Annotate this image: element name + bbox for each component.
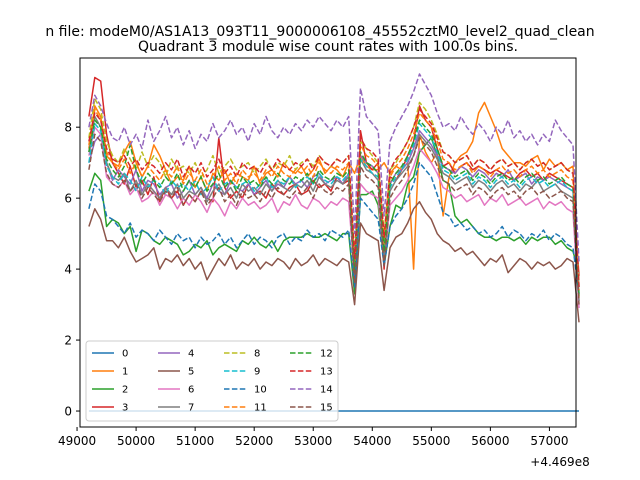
legend-label-1: 1 <box>122 367 128 378</box>
legend-label-9: 9 <box>254 367 260 378</box>
x-axis: 49000 50000 51000 52000 53000 54000 55000 56000… <box>58 427 569 448</box>
legend-label-14: 14 <box>320 385 333 396</box>
series-line-9 <box>88 122 580 294</box>
y-tick-label: 2 <box>64 334 72 348</box>
legend-label-15: 15 <box>320 403 333 414</box>
x-tick-label: 51000 <box>176 434 214 448</box>
series-line-2 <box>88 137 580 295</box>
legend-label-4: 4 <box>188 349 194 360</box>
legend-label-0: 0 <box>122 349 128 360</box>
x-tick-label: 57000 <box>530 434 568 448</box>
legend-label-8: 8 <box>254 349 260 360</box>
y-tick-label: 6 <box>64 192 72 206</box>
y-tick-label: 0 <box>64 405 72 419</box>
legend-label-2: 2 <box>122 385 128 396</box>
legend-label-3: 3 <box>122 403 128 414</box>
legend-label-12: 12 <box>320 349 333 360</box>
y-tick-label: 8 <box>64 121 72 135</box>
series-line-7 <box>88 115 580 302</box>
chart-title: Quadrant 3 module wise count rates with … <box>138 39 518 55</box>
x-tick-label: 50000 <box>117 434 155 448</box>
legend-label-13: 13 <box>320 367 333 378</box>
x-tick-label: 53000 <box>294 434 332 448</box>
legend-label-5: 5 <box>188 367 194 378</box>
legend-label-6: 6 <box>188 385 194 396</box>
series-line-6 <box>88 126 580 309</box>
plot-frame <box>79 57 577 428</box>
series-line-12 <box>88 119 580 298</box>
series-line-5 <box>88 200 580 323</box>
legend-box <box>85 340 339 422</box>
x-tick-label: 54000 <box>353 434 391 448</box>
y-axis: 0 2 4 6 8 <box>64 121 80 419</box>
x-tick-label: 55000 <box>412 434 450 448</box>
series-lines <box>88 73 580 412</box>
series-line-15 <box>88 133 580 305</box>
series-line-11 <box>88 108 580 291</box>
x-tick-label: 49000 <box>58 434 96 448</box>
legend-label-7: 7 <box>188 403 194 414</box>
x-tick-label: 52000 <box>235 434 273 448</box>
series-line-13 <box>88 108 580 287</box>
legend-label-10: 10 <box>254 385 267 396</box>
series-line-10 <box>88 161 580 294</box>
figure-suptitle: n file: modeM0/AS1A13_093T11_9000006108_… <box>45 24 594 40</box>
x-axis-offset-label: +4.469e8 <box>530 455 589 469</box>
y-tick-label: 4 <box>64 263 72 277</box>
legend-label-11: 11 <box>254 403 267 414</box>
x-tick-label: 56000 <box>471 434 509 448</box>
